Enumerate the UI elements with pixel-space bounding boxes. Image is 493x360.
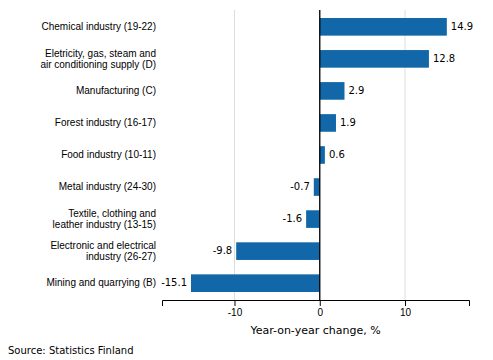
- grid-line: [234, 10, 235, 300]
- bar: [320, 114, 336, 132]
- data-label: 12.8: [433, 53, 455, 64]
- y-tick: Textile, clothing andleather industry (1…: [53, 208, 156, 230]
- data-label: -15.1: [161, 277, 187, 288]
- x-tick-mark: [320, 300, 321, 306]
- x-tick-label: 10: [400, 307, 412, 318]
- y-tick-label: Electronic and electricalindustry (26-27…: [50, 240, 156, 262]
- y-tick-label: Eletricity, gas, steam andair conditioni…: [40, 48, 156, 70]
- y-tick: Forest industry (16-17): [55, 117, 156, 128]
- x-tick-mark: [234, 300, 235, 306]
- x-axis-line: [163, 301, 470, 307]
- y-tick-label: Manufacturing (C): [76, 85, 156, 96]
- zero-line: [319, 10, 320, 300]
- data-label: 2.9: [348, 85, 364, 96]
- bar: [320, 146, 325, 164]
- y-tick-label: Food industry (10-11): [61, 149, 156, 160]
- x-axis-title: Year-on-year change, %: [249, 324, 380, 337]
- data-label: 14.9: [451, 21, 473, 32]
- data-label: -9.8: [213, 245, 233, 256]
- y-tick: Manufacturing (C): [76, 85, 156, 96]
- bar: [306, 210, 320, 228]
- x-tick-label: -10: [228, 307, 243, 318]
- bar: [236, 242, 320, 260]
- data-label: -0.7: [290, 181, 310, 192]
- grid-line: [319, 10, 320, 300]
- chart: -10 0 10 Mining and quarrying (B) Electronic…: [0, 0, 493, 360]
- bar: [320, 50, 429, 68]
- data-label: -1.6: [283, 213, 303, 224]
- x-tick: -10: [228, 300, 243, 318]
- bar: [320, 18, 447, 36]
- data-label: 0.6: [329, 149, 345, 160]
- annotation: Source: Statistics Finland: [8, 345, 134, 356]
- bar: [191, 274, 320, 292]
- data-labels: -15.1 -9.8 -1.6 -0.7 0.6 1.9 2.9 12.8 14.9: [161, 21, 473, 288]
- y-tick: Mining and quarrying (B): [47, 277, 157, 288]
- x-tick: 10: [400, 300, 412, 318]
- y-tick-label: Metal industry (24-30): [59, 181, 156, 192]
- plot: -10 0 10 Mining and quarrying (B) Electronic…: [40, 10, 473, 337]
- y-tick: Food industry (10-11): [61, 149, 156, 160]
- y-tick: Chemical industry (19-22): [42, 21, 157, 32]
- bar: [320, 82, 345, 100]
- y-axis: Mining and quarrying (B) Electronic and e…: [40, 21, 156, 288]
- x-tick-label: 0: [317, 307, 323, 318]
- y-tick-label: Forest industry (16-17): [55, 117, 156, 128]
- bars: [191, 18, 447, 292]
- data-label: 1.9: [340, 117, 356, 128]
- y-tick: Eletricity, gas, steam andair conditioni…: [40, 48, 156, 70]
- y-tick: Electronic and electricalindustry (26-27…: [50, 240, 156, 262]
- y-tick: Metal industry (24-30): [59, 181, 156, 192]
- y-tick-label: Chemical industry (19-22): [42, 21, 157, 32]
- y-tick-label: Textile, clothing andleather industry (1…: [53, 208, 156, 230]
- y-tick-label: Mining and quarrying (B): [47, 277, 157, 288]
- bar: [314, 178, 320, 196]
- x-axis: -10 0 10: [163, 300, 470, 318]
- x-tick-mark: [405, 300, 406, 306]
- x-tick: 0: [317, 300, 323, 318]
